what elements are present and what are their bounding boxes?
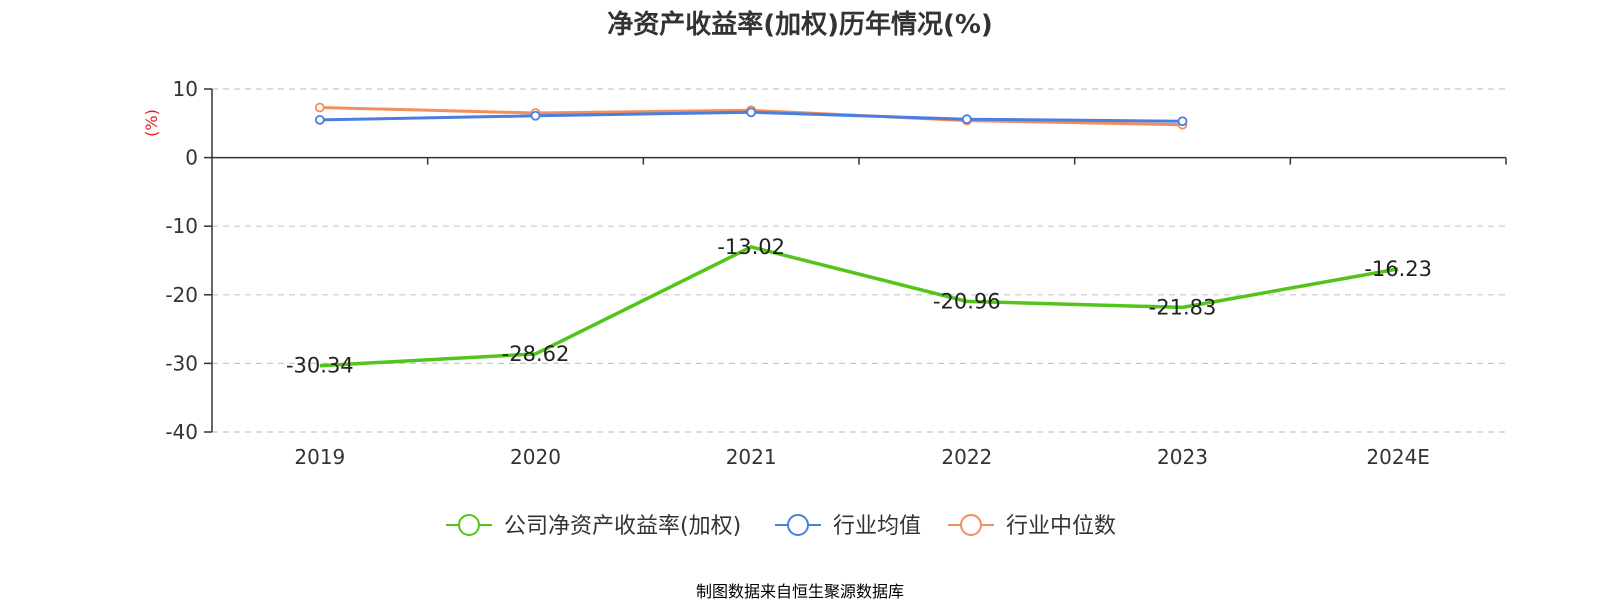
- legend-marker-icon: [961, 515, 981, 535]
- data-point: [316, 104, 324, 112]
- grid-lines: [212, 89, 1506, 432]
- legend-item-label[interactable]: 行业均值: [833, 514, 921, 539]
- y-tick-label: 10: [173, 77, 198, 101]
- y-tick-label: -30: [165, 351, 198, 375]
- y-tick-label: -40: [165, 420, 198, 444]
- legend-marker-icon: [788, 515, 808, 535]
- x-tick-label: 2020: [510, 445, 561, 469]
- source-note: 制图数据来自恒生聚源数据库: [0, 578, 1600, 602]
- y-axis-label: (%): [142, 109, 161, 137]
- data-point: [532, 112, 540, 120]
- y-tick-label: -10: [165, 214, 198, 238]
- legend[interactable]: 公司净资产收益率(加权) 行业均值 行业中位数: [446, 514, 1116, 539]
- legend-item-label[interactable]: 公司净资产收益率(加权): [504, 514, 741, 539]
- data-label: -13.02: [717, 235, 785, 259]
- series-lines: [316, 104, 1398, 366]
- data-point: [747, 108, 755, 116]
- data-label: -30.34: [286, 354, 354, 378]
- x-tick-label: 2021: [726, 445, 777, 469]
- data-label: -21.83: [1149, 295, 1217, 319]
- data-label: -28.62: [502, 342, 570, 366]
- x-tick-label: 2024E: [1366, 445, 1430, 469]
- data-label: -20.96: [933, 289, 1001, 313]
- x-tick-label: 2019: [294, 445, 345, 469]
- data-point: [316, 116, 324, 124]
- data-point: [963, 115, 971, 123]
- axes: 10 0 -10 -20 -30 -40 2019 2020 2021 2022 2023 2024E…: [142, 77, 1506, 469]
- legend-marker-icon: [459, 515, 479, 535]
- y-tick-label: 0: [185, 146, 198, 170]
- data-labels: -30.34 -28.62 -13.02 -20.96 -21.83 -16.23: [286, 235, 1432, 378]
- y-tick-label: -20: [165, 283, 198, 307]
- series-line: [320, 247, 1398, 366]
- data-label: -16.23: [1364, 257, 1432, 281]
- data-point: [1179, 117, 1187, 125]
- x-tick-label: 2022: [941, 445, 992, 469]
- x-tick-label: 2023: [1157, 445, 1208, 469]
- legend-item-label[interactable]: 行业中位数: [1006, 514, 1116, 539]
